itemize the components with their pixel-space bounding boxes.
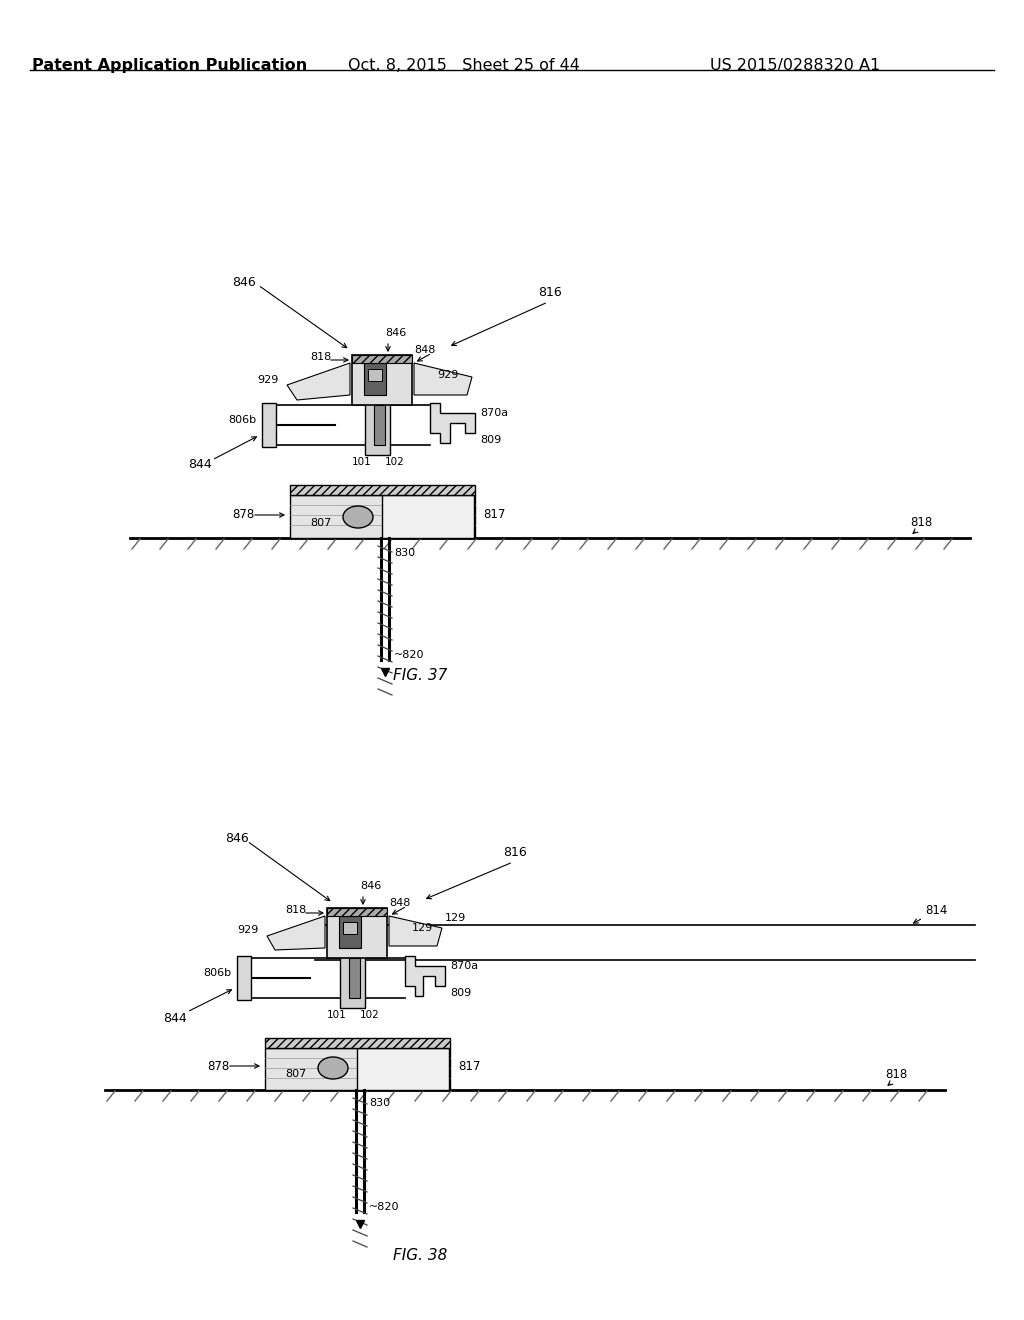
Text: 814: 814 bbox=[925, 904, 947, 917]
Bar bbox=[374, 405, 385, 445]
Bar bbox=[382, 495, 474, 539]
Ellipse shape bbox=[343, 506, 373, 528]
Bar bbox=[327, 908, 387, 916]
Polygon shape bbox=[287, 363, 350, 400]
Polygon shape bbox=[414, 363, 472, 395]
Bar bbox=[364, 363, 386, 395]
Bar bbox=[327, 908, 387, 958]
Text: 929: 929 bbox=[437, 370, 459, 380]
Text: 101: 101 bbox=[352, 457, 372, 467]
Text: 817: 817 bbox=[458, 1060, 480, 1072]
Text: 830: 830 bbox=[369, 1098, 390, 1107]
Text: Oct. 8, 2015   Sheet 25 of 44: Oct. 8, 2015 Sheet 25 of 44 bbox=[348, 58, 580, 73]
Text: 878: 878 bbox=[207, 1060, 229, 1072]
Bar bbox=[339, 916, 361, 948]
Text: 817: 817 bbox=[483, 508, 506, 521]
Text: ~820: ~820 bbox=[394, 649, 425, 660]
Text: 870a: 870a bbox=[450, 961, 478, 972]
Text: FIG. 37: FIG. 37 bbox=[393, 668, 447, 682]
Ellipse shape bbox=[318, 1057, 348, 1078]
Text: ~820: ~820 bbox=[369, 1203, 399, 1212]
Text: 846: 846 bbox=[225, 832, 249, 845]
Text: 846: 846 bbox=[360, 880, 381, 891]
Polygon shape bbox=[267, 916, 325, 950]
Text: 844: 844 bbox=[163, 1011, 186, 1024]
Bar bbox=[352, 355, 412, 405]
Text: 929: 929 bbox=[237, 925, 258, 935]
Bar bbox=[237, 956, 251, 1001]
Bar bbox=[340, 948, 365, 1008]
Text: 818: 818 bbox=[310, 352, 331, 362]
Text: 816: 816 bbox=[538, 285, 562, 298]
Text: 809: 809 bbox=[450, 987, 471, 998]
Text: 806b: 806b bbox=[228, 414, 256, 425]
Text: 101: 101 bbox=[327, 1010, 347, 1020]
Text: FIG. 38: FIG. 38 bbox=[393, 1247, 447, 1263]
Text: 807: 807 bbox=[285, 1069, 306, 1078]
Text: 878: 878 bbox=[232, 508, 254, 521]
Bar bbox=[290, 495, 475, 539]
Text: 848: 848 bbox=[414, 345, 435, 355]
Text: 102: 102 bbox=[385, 457, 404, 467]
Bar bbox=[262, 403, 276, 447]
Polygon shape bbox=[389, 916, 442, 946]
Text: 129: 129 bbox=[412, 923, 433, 933]
Polygon shape bbox=[406, 956, 445, 997]
Text: 818: 818 bbox=[910, 516, 932, 529]
Bar bbox=[265, 1038, 450, 1048]
Text: 818: 818 bbox=[285, 906, 306, 915]
Text: 818: 818 bbox=[885, 1068, 907, 1081]
Bar bbox=[365, 395, 390, 455]
Text: US 2015/0288320 A1: US 2015/0288320 A1 bbox=[710, 58, 881, 73]
Text: 870a: 870a bbox=[480, 408, 508, 418]
Bar bbox=[265, 1048, 450, 1090]
Text: 129: 129 bbox=[445, 913, 466, 923]
Bar bbox=[368, 370, 382, 381]
Text: 929: 929 bbox=[257, 375, 279, 385]
Text: 102: 102 bbox=[360, 1010, 380, 1020]
Polygon shape bbox=[430, 403, 475, 444]
Bar bbox=[357, 1048, 449, 1090]
Text: 830: 830 bbox=[394, 548, 415, 558]
Bar bbox=[343, 921, 357, 935]
Bar bbox=[290, 484, 475, 495]
Text: 844: 844 bbox=[188, 458, 212, 471]
Text: Patent Application Publication: Patent Application Publication bbox=[32, 58, 307, 73]
Text: 806b: 806b bbox=[203, 968, 231, 978]
Text: 809: 809 bbox=[480, 436, 502, 445]
Bar bbox=[352, 355, 412, 363]
Text: 807: 807 bbox=[310, 517, 331, 528]
Text: 816: 816 bbox=[503, 846, 526, 858]
Bar bbox=[349, 958, 360, 998]
Text: 848: 848 bbox=[389, 898, 411, 908]
Text: 846: 846 bbox=[232, 276, 256, 289]
Text: 846: 846 bbox=[385, 327, 407, 338]
